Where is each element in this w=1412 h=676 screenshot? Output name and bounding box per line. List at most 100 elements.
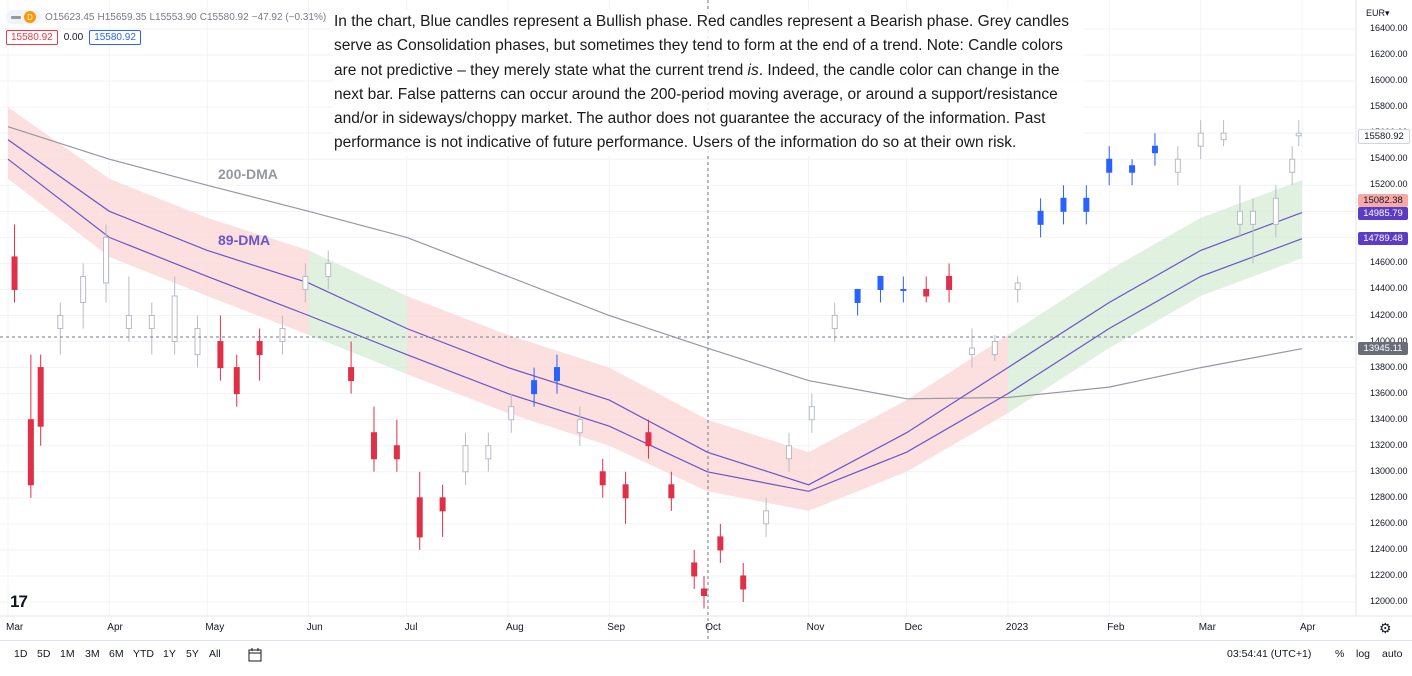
timeframe-button[interactable]: 1M [60, 648, 75, 660]
sell-price-box[interactable]: 15580.92 [6, 30, 58, 45]
price-tick-label: 13800.00 [1370, 361, 1408, 372]
cloud-segment [308, 250, 407, 375]
tradingview-logo[interactable]: 17 [10, 592, 28, 611]
ohlc-value: 15553.90 [155, 11, 197, 23]
cloud-segment [707, 419, 809, 511]
candle [763, 497, 770, 537]
candle [80, 263, 87, 329]
price-chart[interactable] [0, 0, 1412, 640]
price-tick-label: 16200.00 [1370, 49, 1408, 60]
cloud-segment [1200, 180, 1302, 296]
ohlc-label: L [149, 11, 156, 23]
price-tick-label: 15400.00 [1370, 153, 1408, 164]
candle [645, 419, 652, 459]
candle [717, 523, 724, 563]
price-axis [0, 0, 1412, 617]
candle-body [740, 575, 747, 590]
note-emphasis: is [747, 61, 759, 79]
ohlc-value: −47.92 (−0.31%) [251, 11, 327, 23]
candle-body [763, 510, 770, 525]
auto-toggle[interactable]: auto [1382, 648, 1403, 660]
candle [553, 354, 560, 394]
price-tick-label: 12000.00 [1370, 596, 1408, 606]
timeframe-button[interactable]: YTD [133, 648, 154, 660]
candle [1272, 185, 1279, 238]
timeframe-button[interactable]: 1Y [163, 648, 176, 660]
dma200-label: 200-DMA [218, 166, 278, 182]
candle [946, 263, 953, 303]
candle [1037, 198, 1044, 238]
time-axis-label: Mar [6, 622, 24, 633]
candle [279, 315, 286, 355]
candle [439, 484, 446, 537]
price-tick-label: 12400.00 [1370, 543, 1408, 554]
ohlc-label: C [199, 11, 207, 23]
candle-body [1014, 282, 1021, 290]
candle [1289, 146, 1296, 186]
currency-selector[interactable]: EUR▾ [1366, 8, 1390, 18]
timeframe-button[interactable]: 1D [14, 648, 28, 660]
candle [900, 276, 907, 303]
candle [854, 288, 861, 316]
candle-body [348, 367, 355, 382]
candle [1106, 146, 1113, 186]
candle [148, 302, 155, 355]
candle-body [57, 315, 64, 330]
ohlc-value: 15580.92 [206, 11, 249, 23]
candle-body [599, 471, 606, 486]
ma-line-3 [7, 158, 1303, 492]
timeframe-button[interactable]: All [209, 648, 221, 660]
candle [27, 354, 34, 498]
cloud-segment [1007, 269, 1110, 414]
price-tick-label: 13000.00 [1370, 465, 1408, 476]
candle-body [1060, 197, 1067, 212]
clock[interactable]: 03:54:41 (UTC+1) [1227, 648, 1312, 660]
time-axis-label: Dec [904, 622, 923, 633]
candle-body [717, 536, 724, 551]
candle-body [1289, 158, 1296, 173]
price-tag: 13945.11 [1358, 342, 1408, 356]
candle-body [148, 315, 155, 330]
candle-body [80, 275, 87, 303]
candle [1220, 120, 1227, 147]
candle-body [576, 419, 583, 434]
timeframe-button[interactable]: 5Y [186, 648, 199, 660]
candle-body [1106, 158, 1113, 173]
time-axis-label: Apr [107, 622, 123, 633]
timeframe-button[interactable]: 3M [85, 648, 100, 660]
candle-body [37, 367, 44, 427]
trade-buttons: 15580.92 0.00 15580.92 [6, 30, 141, 45]
candle [1014, 276, 1021, 303]
candle [416, 471, 423, 550]
time-axis-label: Aug [505, 622, 524, 633]
timeframe-button[interactable]: 6M [109, 648, 124, 660]
candle-body [256, 341, 263, 356]
percent-toggle[interactable]: % [1335, 648, 1345, 660]
timeframe-button[interactable]: 5D [37, 648, 51, 660]
time-axis-label: Sep [607, 622, 626, 633]
date-range-icon[interactable] [248, 648, 262, 662]
moving-average-lines [7, 126, 1303, 492]
candle [302, 263, 309, 303]
candle [171, 276, 178, 355]
note-text-2: . Indeed, the candle color can change in… [334, 61, 1060, 152]
candle [1295, 120, 1302, 147]
symbol-toggle[interactable]: D [6, 10, 41, 24]
ohlc-value: 15623.45 [52, 11, 95, 23]
cloud-segment [906, 335, 1008, 472]
log-toggle[interactable]: log [1356, 648, 1371, 660]
candle-body [217, 341, 224, 369]
candle-body [325, 262, 332, 277]
candle-body [485, 445, 492, 460]
cloud-segment [109, 178, 208, 296]
candle [1197, 120, 1204, 160]
candle-body [531, 380, 538, 395]
candle [877, 275, 884, 303]
candle-body [1272, 197, 1279, 225]
candle-body [194, 328, 201, 356]
time-axis-label: Mar [1198, 622, 1216, 633]
gear-icon[interactable]: ⚙ [1379, 620, 1392, 636]
candle [325, 250, 332, 290]
time-axis-label: May [205, 622, 225, 633]
buy-price-box[interactable]: 15580.92 [89, 30, 141, 45]
